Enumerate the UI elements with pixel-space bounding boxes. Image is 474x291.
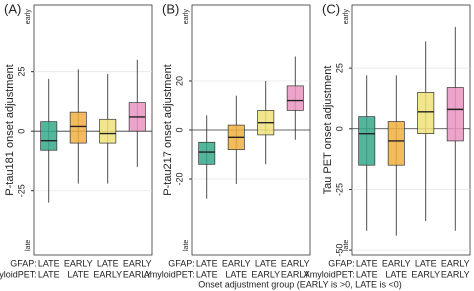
panel-label: (B) [162, 1, 179, 16]
row-label: GFAP: [10, 258, 37, 268]
x-tick-label: LATE [38, 258, 60, 268]
x-tick-label: EARLY [123, 269, 152, 279]
late-label: late [343, 240, 350, 251]
early-label: early [343, 9, 350, 25]
y-tick-label: -25 [334, 183, 344, 196]
x-tick-label: LATE [67, 269, 89, 279]
x-tick-label: LATE [356, 258, 378, 268]
y-tick-label: 20 [174, 76, 184, 86]
row-label: GFAP: [168, 258, 195, 268]
y-tick-label: -50 [334, 244, 344, 257]
x-axis-title: Onset adjustment group (EARLY is >0, LAT… [198, 279, 402, 289]
x-tick-label: LATE [356, 269, 378, 279]
row-label: GFAP: [328, 258, 355, 268]
box [40, 121, 58, 151]
x-tick-label: EARLY [382, 258, 411, 268]
y-tick-label: 25 [334, 63, 344, 73]
y-tick-label: 0 [174, 127, 184, 132]
x-tick-label: LATE [97, 258, 119, 268]
x-tick-label: LATE [196, 258, 218, 268]
x-tick-label: EARLY [251, 269, 280, 279]
row-label: AmyloidPET: [304, 269, 355, 279]
box [198, 141, 216, 165]
y-axis-title: P-tau181 onset adjustment [4, 64, 16, 195]
x-tick-label: EARLY [64, 258, 93, 268]
panel-label: (A) [4, 1, 21, 16]
x-tick-label: EARLY [441, 269, 470, 279]
plot-frame [33, 4, 153, 256]
row-label: AmyloidPET: [144, 269, 195, 279]
x-tick-label: EARLY [281, 269, 310, 279]
plot-frame [351, 4, 471, 256]
box [446, 87, 464, 142]
x-tick-label: LATE [38, 269, 60, 279]
x-tick-label: EARLY [222, 258, 251, 268]
y-tick-label: 0 [16, 129, 26, 134]
y-tick-label: 25 [16, 67, 26, 77]
x-tick-label: LATE [255, 258, 277, 268]
y-tick-label: -25 [16, 184, 26, 197]
y-tick-label: 0 [334, 126, 344, 131]
box [99, 118, 117, 144]
x-tick-label: EARLY [93, 269, 122, 279]
x-tick-label: EARLY [441, 258, 470, 268]
y-tick-label: -20 [174, 173, 184, 186]
x-tick-label: LATE [225, 269, 247, 279]
box [387, 121, 405, 166]
y-axis-title: Tau PET onset adjustment [322, 66, 334, 195]
x-tick-label: LATE [415, 258, 437, 268]
x-tick-label: LATE [385, 269, 407, 279]
box [358, 116, 376, 166]
x-tick-label: EARLY [123, 258, 152, 268]
early-label: early [183, 9, 190, 25]
box [286, 85, 304, 111]
early-label: early [25, 9, 32, 25]
panel-label: (C) [322, 1, 340, 16]
x-tick-label: EARLY [411, 269, 440, 279]
x-tick-label: EARLY [281, 258, 310, 268]
box [417, 92, 435, 134]
box [69, 111, 87, 144]
row-label: AmyloidPET: [0, 269, 37, 279]
late-label: late [183, 240, 190, 251]
y-axis-title: P-tau217 onset adjustment [162, 64, 174, 195]
late-label: late [25, 240, 32, 251]
x-tick-label: LATE [196, 269, 218, 279]
